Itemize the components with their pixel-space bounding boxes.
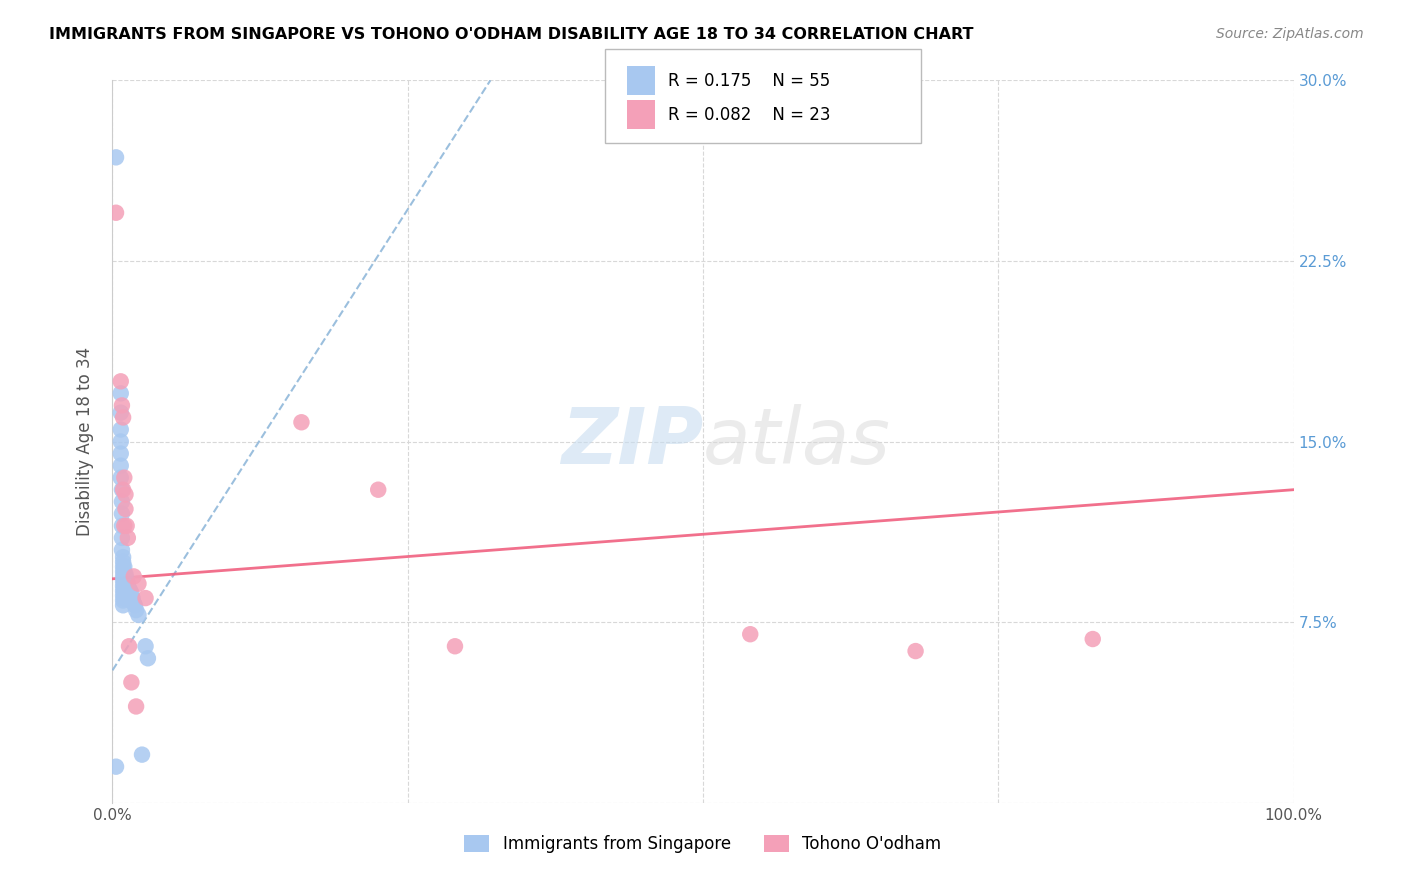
- Text: R = 0.175    N = 55: R = 0.175 N = 55: [668, 71, 830, 89]
- Point: [112, 591, 135, 605]
- Point: [117, 583, 139, 598]
- Point: [112, 410, 135, 425]
- Point: [112, 586, 135, 600]
- Point: [111, 507, 134, 521]
- Y-axis label: Disability Age 18 to 34: Disability Age 18 to 34: [76, 347, 94, 536]
- Point: [118, 639, 141, 653]
- Point: [112, 583, 135, 598]
- Point: [110, 374, 132, 388]
- Point: [117, 531, 139, 545]
- Point: [740, 627, 762, 641]
- Text: atlas: atlas: [703, 403, 891, 480]
- Point: [112, 582, 135, 596]
- Point: [112, 589, 135, 603]
- Point: [112, 559, 135, 574]
- Point: [111, 542, 134, 557]
- Point: [115, 572, 138, 586]
- Point: [120, 675, 142, 690]
- Point: [127, 576, 149, 591]
- Text: R = 0.082    N = 23: R = 0.082 N = 23: [668, 105, 831, 123]
- Point: [115, 518, 138, 533]
- Point: [444, 639, 467, 653]
- Point: [118, 589, 141, 603]
- Point: [112, 483, 135, 497]
- Point: [114, 586, 136, 600]
- Point: [904, 644, 927, 658]
- Point: [110, 406, 132, 420]
- Point: [110, 386, 132, 401]
- Point: [112, 550, 135, 565]
- Point: [112, 559, 135, 574]
- Point: [136, 651, 159, 665]
- Point: [111, 494, 134, 508]
- Point: [1081, 632, 1104, 646]
- Point: [110, 446, 132, 460]
- Point: [125, 699, 148, 714]
- Point: [120, 583, 142, 598]
- Point: [118, 582, 141, 596]
- Point: [131, 747, 153, 762]
- Point: [114, 487, 136, 501]
- Point: [112, 593, 135, 607]
- Point: [114, 574, 136, 589]
- Legend: Immigrants from Singapore, Tohono O'odham: Immigrants from Singapore, Tohono O'odha…: [458, 828, 948, 860]
- Point: [105, 150, 128, 164]
- Point: [112, 579, 135, 593]
- Point: [112, 567, 135, 582]
- Point: [112, 574, 135, 589]
- Point: [112, 555, 135, 569]
- Point: [111, 483, 134, 497]
- Point: [367, 483, 389, 497]
- Point: [122, 596, 145, 610]
- Point: [112, 470, 135, 484]
- Point: [114, 567, 136, 582]
- Point: [127, 607, 149, 622]
- Point: [112, 576, 135, 591]
- Point: [105, 760, 128, 774]
- Point: [112, 518, 135, 533]
- Point: [115, 586, 138, 600]
- Point: [121, 591, 143, 605]
- Point: [122, 569, 145, 583]
- Point: [120, 586, 142, 600]
- Text: IMMIGRANTS FROM SINGAPORE VS TOHONO O'ODHAM DISABILITY AGE 18 TO 34 CORRELATION : IMMIGRANTS FROM SINGAPORE VS TOHONO O'OD…: [49, 27, 974, 42]
- Point: [135, 639, 157, 653]
- Point: [117, 576, 139, 591]
- Point: [112, 599, 135, 613]
- Point: [105, 205, 128, 219]
- Point: [290, 415, 312, 429]
- Point: [114, 579, 136, 593]
- Text: ZIP: ZIP: [561, 403, 703, 480]
- Point: [111, 518, 134, 533]
- Point: [111, 398, 134, 412]
- Point: [120, 591, 142, 605]
- Point: [112, 565, 135, 579]
- Point: [112, 569, 135, 583]
- Point: [111, 531, 134, 545]
- Point: [110, 458, 132, 473]
- Point: [125, 603, 148, 617]
- Point: [112, 572, 135, 586]
- Point: [110, 470, 132, 484]
- Point: [114, 502, 136, 516]
- Point: [110, 434, 132, 449]
- Point: [135, 591, 157, 605]
- Text: Source: ZipAtlas.com: Source: ZipAtlas.com: [1216, 27, 1364, 41]
- Point: [124, 599, 146, 613]
- Point: [110, 422, 132, 436]
- Point: [115, 579, 138, 593]
